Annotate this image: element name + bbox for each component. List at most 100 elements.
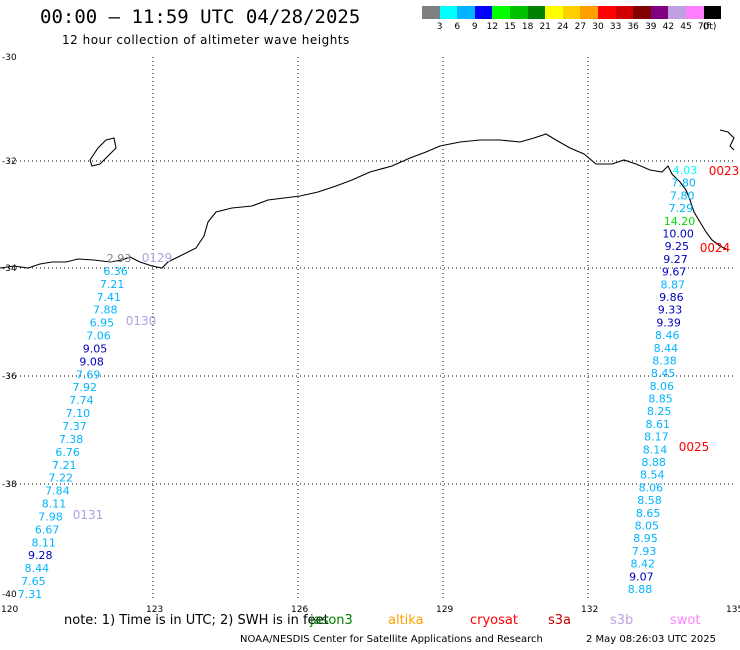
latitude-label: -32 [2, 157, 17, 167]
wave-height-reading: 7.88 [93, 304, 118, 317]
color-scale-label: 12 [486, 22, 499, 32]
wave-height-reading: 9.25 [665, 240, 690, 253]
wave-height-reading: 7.84 [45, 485, 70, 498]
wave-height-reading: 8.87 [660, 278, 685, 291]
satellite-legend-item: s3a [548, 613, 572, 628]
wave-height-reading: 7.06 [86, 330, 111, 343]
wave-height-reading: 8.25 [647, 405, 672, 418]
wave-height-reading: 8.54 [640, 469, 665, 482]
color-scale-label: 24 [557, 22, 569, 32]
color-scale-swatch [457, 6, 475, 19]
color-scale-swatch [650, 6, 669, 19]
wave-height-reading: 8.11 [42, 498, 67, 511]
wave-height-reading: 7.65 [21, 575, 46, 588]
pass-time-label: 0023 [709, 164, 740, 178]
kangaroo-island [89, 137, 117, 167]
wave-height-reading: 8.44 [25, 562, 50, 575]
color-scale-bar [422, 6, 722, 19]
color-scale-swatch [562, 6, 581, 19]
wave-height-reading: 8.44 [654, 342, 679, 355]
color-scale-label: 18 [521, 22, 534, 32]
longitude-label: 126 [291, 605, 308, 615]
color-scale-label: 36 [627, 22, 639, 32]
satellite-legend-item: cryosat [470, 613, 518, 628]
wave-height-reading: 9.39 [656, 316, 681, 329]
wave-height-reading: 8.05 [635, 520, 660, 533]
wave-height-reading: 9.05 [83, 342, 108, 355]
tasmania-fragment [719, 129, 735, 151]
color-scale-swatch [597, 6, 616, 19]
wave-height-reading: 9.07 [629, 570, 654, 583]
wave-height-reading: 8.58 [637, 494, 662, 507]
wave-height-reading: 8.06 [639, 481, 664, 494]
wave-height-reading: 8.17 [644, 431, 669, 444]
wave-height-reading: 8.65 [636, 507, 661, 520]
color-scale-label: 45 [680, 22, 692, 32]
latitude-label: -38 [2, 480, 17, 490]
color-scale-swatch [509, 6, 528, 19]
latitude-label: -30 [2, 53, 17, 63]
longitude-label: 123 [146, 605, 163, 615]
color-scale-label: 9 [471, 22, 478, 32]
color-scale-label: 27 [574, 22, 587, 32]
color-scale-labels: 3 6 9 12 15 18 21 24 27 30 33 36 39 42 45 70 (ft) [422, 22, 740, 36]
wave-height-reading: 7.22 [49, 472, 74, 485]
wave-height-reading: 7.10 [66, 407, 91, 420]
page-subtitle: 12 hour collection of altimeter wave hei… [62, 33, 350, 47]
color-scale-swatch [685, 6, 704, 19]
footer-date: 2 May 08:26:03 UTC 2025 [586, 634, 716, 645]
wave-height-reading: 7.98 [38, 510, 63, 523]
color-scale-swatch [633, 6, 651, 19]
wave-height-reading: 8.88 [628, 583, 653, 596]
satellite-legend-item: s3b [610, 613, 634, 628]
wave-height-reading: 8.95 [633, 532, 658, 545]
color-scale-swatch [580, 6, 598, 19]
note-text: note: 1) Time is in UTC; 2) SWH is in fe… [64, 613, 329, 628]
pass-time-label: 0024 [700, 241, 731, 255]
color-scale-swatch [422, 6, 440, 19]
wave-height-reading: 6.67 [35, 523, 60, 536]
wave-height-reading: 6.95 [90, 317, 115, 330]
wave-height-reading: 8.85 [648, 393, 673, 406]
wave-height-reading: 8.45 [651, 367, 676, 380]
wave-height-reading: 7.21 [100, 278, 125, 291]
color-scale-label: 3 [436, 22, 443, 32]
wave-height-reading: 9.08 [79, 355, 104, 368]
color-scale-label: 70 [697, 22, 710, 32]
wave-height-reading: 9.33 [658, 304, 683, 317]
wave-height-reading: 7.74 [69, 394, 94, 407]
color-scale-label: 6 [454, 22, 461, 32]
wave-height-reading: 7.31 [18, 588, 43, 601]
wave-height-reading: 7.37 [62, 420, 87, 433]
latitude-label: -36 [2, 372, 17, 382]
coastline [0, 133, 729, 269]
color-scale-label: 21 [539, 22, 551, 32]
longitude-label: 135 [726, 605, 740, 615]
longitude-label: 129 [436, 605, 453, 615]
wave-height-reading: 9.86 [659, 291, 684, 304]
wave-height-reading: 9.27 [663, 253, 688, 266]
wave-height-reading: 7.93 [632, 545, 657, 558]
wave-height-reading: 7.29 [669, 202, 694, 215]
pass-time-label: 0130 [126, 314, 157, 328]
wave-height-reading: 6.36 [103, 265, 128, 278]
wave-height-reading: 7.80 [670, 189, 695, 202]
wave-height-reading: 4.03 [673, 164, 698, 177]
latitude-label: -40 [2, 590, 17, 600]
lat-lon-grid: -30 -32 -34 -36 -38 -40 120 123 126 129 132 135 [1, 53, 740, 615]
satellite-legend-item: swot [670, 613, 701, 628]
color-scale-swatch [545, 6, 563, 19]
color-scale-swatch [492, 6, 510, 19]
pass-time-label: 0131 [73, 508, 104, 522]
wave-height-reading: 8.42 [630, 558, 655, 571]
wave-height-reading: 7.38 [59, 433, 84, 446]
color-scale-swatch [474, 6, 493, 19]
wave-height-reading: 8.38 [652, 354, 677, 367]
color-scale-label: 39 [645, 22, 657, 32]
color-scale-label: (ft) [702, 22, 717, 32]
color-scale-label: 15 [504, 22, 516, 32]
longitude-label: 132 [581, 605, 598, 615]
pass-time-label: 0129 [142, 251, 173, 265]
